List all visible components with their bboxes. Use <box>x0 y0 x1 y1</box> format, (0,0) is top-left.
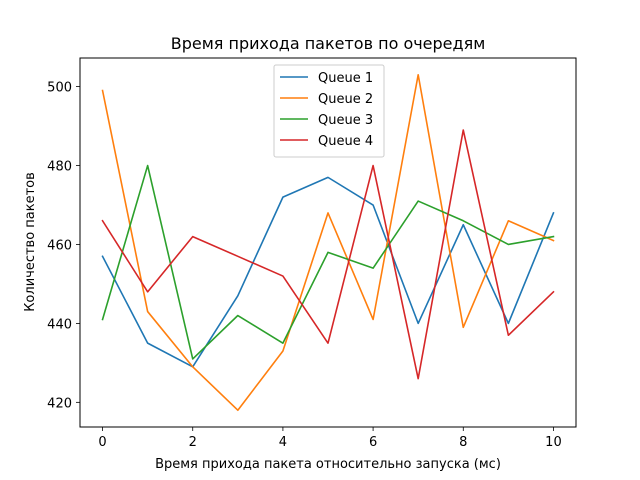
y-tick-label: 500 <box>47 81 72 96</box>
x-tick-label: 2 <box>189 435 197 450</box>
x-tick-label: 6 <box>369 435 377 450</box>
y-tick-label: 460 <box>47 238 72 253</box>
x-tick-label: 10 <box>545 435 562 450</box>
legend-box <box>273 64 385 158</box>
y-tick-label: 480 <box>47 160 72 175</box>
legend-label-queue-1: Queue 1 <box>318 71 373 86</box>
series-line-queue-2 <box>101 73 555 412</box>
series-line-queue-1 <box>101 176 555 368</box>
chart-title: Время прихода пакетов по очередям <box>171 34 486 53</box>
series-line-queue-3 <box>101 164 555 360</box>
legend-label-queue-3: Queue 3 <box>318 113 373 128</box>
x-axis: 0 2 4 6 8 10 <box>98 427 562 450</box>
y-axis-label: Количество пакетов <box>23 172 38 312</box>
y-axis: 420 440 460 480 500 <box>47 81 80 411</box>
x-tick-label: 8 <box>459 435 467 450</box>
y-tick-label: 440 <box>47 317 72 332</box>
series-layer <box>101 73 555 412</box>
series-line-queue-4 <box>101 129 555 380</box>
x-tick-label: 0 <box>98 435 106 450</box>
y-tick-label: 420 <box>47 396 72 411</box>
legend-label-queue-2: Queue 2 <box>318 92 373 107</box>
x-tick-label: 4 <box>279 435 287 450</box>
legend: Queue 1 Queue 2 Queue 3 Queue 4 <box>273 64 385 158</box>
plot-area <box>79 57 577 428</box>
x-axis-label: Время прихода пакета относительно запуск… <box>155 457 501 472</box>
legend-label-queue-4: Queue 4 <box>318 134 373 149</box>
